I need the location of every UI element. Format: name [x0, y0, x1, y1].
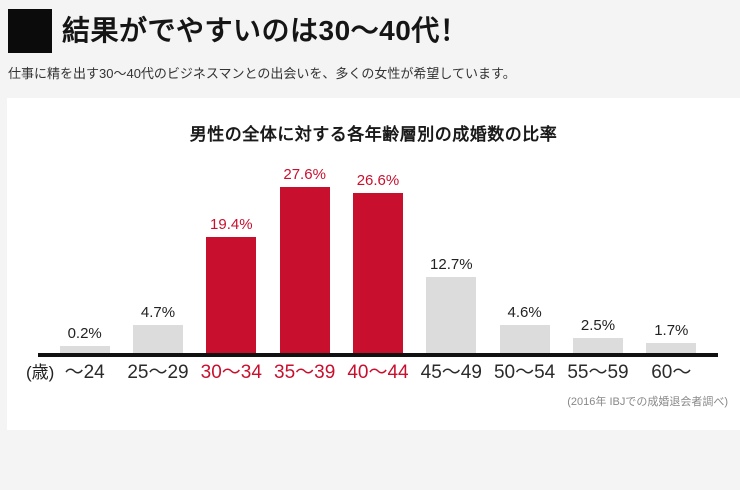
title-row: 結果がでやすいのは30〜40代！	[8, 9, 740, 53]
x-axis-label: 45〜49	[420, 362, 482, 383]
bar	[279, 187, 330, 353]
bar-column: 1.7%	[635, 166, 708, 353]
bar-chart: 0.2% 4.7% 19.4% 27.6% 26.6% 12.7% 4.6% 2.5% 1.7%…	[26, 166, 718, 384]
bar-value-label: 27.6%	[283, 166, 326, 183]
bar-value-label: 2.5%	[580, 317, 616, 334]
bar	[352, 193, 403, 353]
title-square-icon	[8, 9, 52, 53]
bar-value-label: 12.7%	[430, 256, 473, 273]
chart-card: 男性の全体に対する各年齢層別の成婚数の比率 0.2% 4.7% 19.4% 27.6%…	[7, 98, 740, 430]
x-axis-labels: (歳) 〜24 25〜29 30〜34 35〜39 40〜44 45〜49 50〜54 55〜…	[26, 362, 718, 384]
page-title: 結果がでやすいのは30〜40代！	[62, 15, 469, 46]
bar-column: 27.6%	[268, 166, 341, 353]
bar-column: 12.7%	[415, 166, 488, 353]
bar	[499, 325, 550, 353]
x-axis-label: 40〜44	[347, 362, 409, 383]
x-axis-line	[38, 353, 718, 357]
bar	[646, 343, 697, 353]
bar-column: 26.6%	[341, 166, 414, 353]
page-subtitle: 仕事に精を出す30〜40代のビジネスマンとの出会いを、多くの女性が希望しています…	[8, 66, 516, 81]
bar-value-label: 26.6%	[356, 172, 400, 189]
bar-value-label: 0.2%	[67, 325, 102, 342]
bar	[59, 346, 110, 353]
bar-value-label: 19.4%	[210, 216, 253, 233]
bar-column: 4.7%	[121, 166, 194, 353]
bar	[132, 325, 183, 353]
chart-title: 男性の全体に対する各年齢層別の成婚数の比率	[189, 125, 558, 144]
bar-value-label: 1.7%	[654, 322, 689, 339]
bar-column: 2.5%	[561, 166, 634, 353]
x-axis-unit-label: (歳)	[26, 363, 55, 382]
x-axis-label: 60〜	[651, 362, 692, 383]
x-axis-label: 35〜39	[274, 362, 336, 383]
bar	[426, 277, 477, 353]
x-axis-label: 25〜29	[127, 362, 189, 383]
category-labels: 〜24 25〜29 30〜34 35〜39 40〜44 45〜49 50〜54 55〜59 60…	[38, 362, 718, 384]
bar-column: 0.2%	[48, 166, 121, 353]
bar	[206, 237, 257, 353]
source-note: (2016年 IBJでの成婚退会者調べ)	[567, 396, 728, 408]
bar-value-label: 4.7%	[140, 304, 176, 321]
x-axis-label: 50〜54	[493, 362, 556, 383]
bar-value-label: 4.6%	[507, 304, 542, 321]
bars-area: 0.2% 4.7% 19.4% 27.6% 26.6% 12.7% 4.6% 2.5% 1.7%	[38, 166, 718, 353]
x-axis-label: 30〜34	[200, 362, 262, 383]
page-header: 結果がでやすいのは30〜40代！ 仕事に精を出す30〜40代のビジネスマンとの出…	[0, 0, 740, 82]
x-axis-label: 〜24	[64, 362, 105, 383]
bar-column: 4.6%	[488, 166, 561, 353]
x-axis-label: 55〜59	[567, 362, 629, 383]
bar	[572, 338, 623, 353]
bar-column: 19.4%	[195, 166, 268, 353]
